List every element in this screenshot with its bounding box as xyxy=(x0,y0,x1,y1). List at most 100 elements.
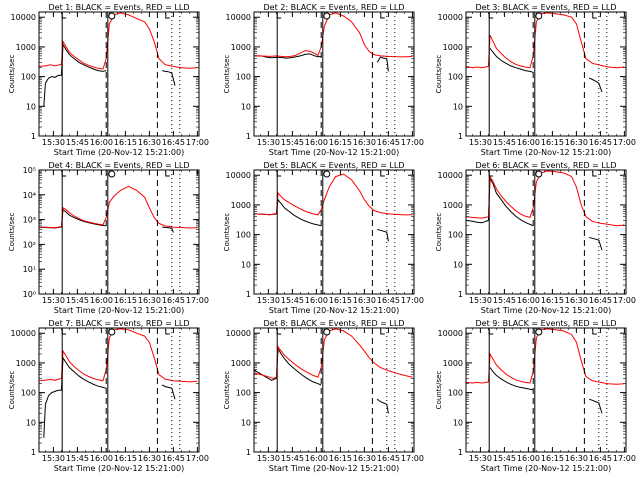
marker-glyph xyxy=(165,329,170,335)
x-tick-label: 16:00 xyxy=(90,454,113,463)
y-axis-label: Counts/sec xyxy=(435,371,443,410)
x-tick-label: 15:45 xyxy=(493,454,516,463)
panel-det-3: 1 10 100 1000 10000 15:30 15:45 16:00 16:15 16:30… xyxy=(435,3,636,157)
x-tick-label: 16:30 xyxy=(138,138,161,147)
plot-frame xyxy=(38,327,200,453)
x-tick-label: 16:00 xyxy=(517,296,540,305)
x-axis-label: Start Time (20-Nov-12 15:21:00) xyxy=(54,464,184,473)
marker-glyph xyxy=(323,12,331,20)
panel-title: Det 1: BLACK = Events, RED = LLD xyxy=(49,3,190,12)
x-tick-label: 16:45 xyxy=(162,296,185,305)
plot-frame xyxy=(465,11,627,137)
marker-glyph xyxy=(276,13,282,19)
x-tick-label: 16:45 xyxy=(377,138,400,147)
x-tick-label: 16:30 xyxy=(138,296,161,305)
series-line-red xyxy=(466,328,625,385)
marker-glyph xyxy=(380,13,385,19)
x-tick-label: 16:30 xyxy=(565,296,588,305)
x-tick-label: 15:45 xyxy=(281,454,304,463)
marker-glyph xyxy=(108,170,116,178)
panel-title: Det 7: BLACK = Events, RED = LLD xyxy=(49,319,190,328)
y-axis-label: Counts/sec xyxy=(8,55,16,94)
y-tick-label: 10² xyxy=(23,240,36,249)
x-axis-label: Start Time (20-Nov-12 15:21:00) xyxy=(481,306,611,315)
y-tick-label: 1 xyxy=(246,448,251,457)
marker-glyph xyxy=(108,328,116,336)
series-line-red xyxy=(39,328,198,383)
y-axis-label: Counts/sec xyxy=(8,371,16,410)
x-tick-label: 16:00 xyxy=(305,138,328,147)
series-line-red xyxy=(466,12,625,69)
x-tick-label: 16:30 xyxy=(565,454,588,463)
y-tick-label: 10000 xyxy=(226,329,251,338)
x-axis-label: Start Time (20-Nov-12 15:21:00) xyxy=(269,464,399,473)
panel-det-8: 1 10 100 1000 10000 15:30 15:45 16:00 16:15 16:30… xyxy=(223,319,424,473)
x-tick-label: 16:45 xyxy=(377,296,400,305)
marker-glyph xyxy=(592,171,597,177)
x-tick-label: 16:30 xyxy=(353,138,376,147)
marker-glyph xyxy=(488,329,494,335)
x-tick-label: 15:30 xyxy=(469,138,492,147)
series-line-black xyxy=(489,47,603,93)
plot-frame xyxy=(253,11,415,137)
plot-frame xyxy=(38,11,200,137)
y-tick-label: 100 xyxy=(448,73,463,82)
y-tick-label: 1000 xyxy=(443,201,463,210)
y-tick-label: 10¹ xyxy=(23,265,36,274)
panel-det-1: 1 10 100 1000 10000 15:30 15:45 16:00 16:15 16:30… xyxy=(8,3,209,157)
marker-glyph xyxy=(276,329,282,335)
marker-glyph xyxy=(323,328,331,336)
marker-glyph xyxy=(380,171,385,177)
panel-title: Det 4: BLACK = Events, RED = LLD xyxy=(49,161,190,170)
y-tick-label: 10 xyxy=(26,102,36,111)
marker-glyph xyxy=(61,329,67,335)
x-tick-label: 16:45 xyxy=(589,138,612,147)
y-tick-label: 1 xyxy=(458,290,463,299)
x-tick-label: 16:15 xyxy=(541,138,564,147)
series-line-black xyxy=(254,347,389,414)
y-tick-label: 1000 xyxy=(443,43,463,52)
x-tick-label: 16:15 xyxy=(541,296,564,305)
x-axis-label: Start Time (20-Nov-12 15:21:00) xyxy=(481,464,611,473)
y-tick-label: 1 xyxy=(31,132,36,141)
x-tick-label: 16:00 xyxy=(305,296,328,305)
marker-glyph xyxy=(165,13,170,19)
x-tick-label: 17:00 xyxy=(401,454,424,463)
series-line-black xyxy=(489,367,603,414)
y-tick-label: 10000 xyxy=(226,171,251,180)
x-tick-label: 16:15 xyxy=(114,296,137,305)
x-tick-label: 15:45 xyxy=(281,296,304,305)
x-tick-label: 16:45 xyxy=(589,296,612,305)
panel-title: Det 3: BLACK = Events, RED = LLD xyxy=(476,3,617,12)
x-tick-label: 16:00 xyxy=(517,454,540,463)
y-tick-label: 1 xyxy=(31,448,36,457)
series-line-red xyxy=(254,173,413,216)
y-tick-label: 1000 xyxy=(16,43,36,52)
y-tick-label: 10 xyxy=(453,260,463,269)
y-tick-label: 100 xyxy=(236,231,251,240)
y-tick-label: 10³ xyxy=(23,216,36,225)
series-line-red xyxy=(466,170,625,227)
marker-glyph xyxy=(488,13,494,19)
panel-title: Det 6: BLACK = Events, RED = LLD xyxy=(476,161,617,170)
x-tick-label: 16:15 xyxy=(114,454,137,463)
plot-frame xyxy=(465,169,627,295)
plot-frame xyxy=(465,327,627,453)
x-tick-label: 15:30 xyxy=(469,296,492,305)
x-tick-label: 16:30 xyxy=(138,454,161,463)
series-line-red xyxy=(39,185,198,229)
x-tick-label: 17:00 xyxy=(613,138,636,147)
x-tick-label: 15:30 xyxy=(42,138,65,147)
x-tick-label: 17:00 xyxy=(186,138,209,147)
x-tick-label: 16:45 xyxy=(589,454,612,463)
y-tick-label: 10⁴ xyxy=(23,191,36,200)
panel-det-6: 1 10 100 1000 10000 15:30 15:45 16:00 16:15 16:30… xyxy=(435,161,636,315)
x-tick-label: 16:30 xyxy=(353,454,376,463)
marker-glyph xyxy=(535,328,543,336)
series-line-black xyxy=(466,176,603,251)
x-tick-label: 16:15 xyxy=(329,454,352,463)
y-tick-label: 1000 xyxy=(231,359,251,368)
x-tick-label: 16:00 xyxy=(305,454,328,463)
